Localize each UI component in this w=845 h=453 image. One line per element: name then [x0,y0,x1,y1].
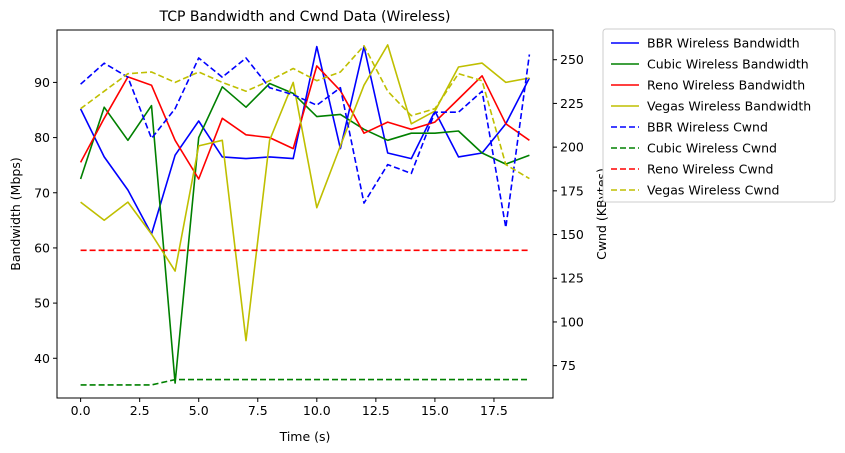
series-line-1 [79,82,530,384]
y-left-tick-label: 40 [34,351,50,366]
y-left-tick-label: 80 [34,130,50,145]
y-axis-right-ticks: 75 100 125 150 175 200 225 250 [553,52,584,373]
series-line-5 [80,378,530,386]
y-right-tick-label: 150 [560,227,584,242]
x-tick-label: 15.0 [421,403,449,418]
legend-label: Reno Wireless Bandwidth [647,78,805,93]
y-left-tick-label: 90 [34,75,50,90]
legend-label: Cubic Wireless Cwnd [647,141,777,156]
y-right-tick-label: 125 [560,271,584,286]
legend-label: Vegas Wireless Cwnd [647,183,779,198]
x-axis-ticks: 0.0 2.5 5.0 7.5 10.0 12.5 15.0 17.5 [71,398,508,418]
series-line-3 [80,44,530,342]
legend-label: BBR Wireless Cwnd [647,120,768,135]
series-line-4 [80,54,531,229]
x-axis-label: Time (s) [279,429,331,444]
x-tick-label: 17.5 [480,403,508,418]
y-axis-left-ticks: 40 50 60 70 80 90 [34,75,57,366]
x-tick-label: 0.0 [71,403,91,418]
x-tick-label: 5.0 [189,403,209,418]
x-tick-label: 10.0 [303,403,331,418]
legend-label: Reno Wireless Cwnd [647,162,773,177]
y-left-tick-label: 70 [34,185,50,200]
chart-title: TCP Bandwidth and Cwnd Data (Wireless) [159,9,451,25]
legend-label: Vegas Wireless Bandwidth [647,99,811,114]
y-right-tick-label: 75 [560,358,576,373]
legend-frame [602,28,836,203]
y-right-tick-label: 175 [560,183,584,198]
y-right-tick-label: 250 [560,52,584,67]
x-tick-label: 12.5 [362,403,390,418]
y-left-tick-label: 60 [34,240,50,255]
y-left-tick-label: 50 [34,296,50,311]
x-tick-label: 7.5 [248,403,268,418]
series-line-7 [80,44,530,180]
plot-frame [56,29,554,399]
y-axis-left-label: Bandwidth (Mbps) [8,157,23,270]
series-line-2 [79,65,530,180]
series-line-0 [79,45,531,235]
x-tick-label: 2.5 [130,403,150,418]
legend: BBR Wireless Bandwidth Cubic Wireless Ban… [602,28,836,203]
legend-label: BBR Wireless Bandwidth [647,36,800,51]
plot-lines [79,44,531,386]
y-right-tick-label: 225 [560,96,584,111]
legend-label: Cubic Wireless Bandwidth [647,57,809,72]
y-right-tick-label: 100 [560,314,584,329]
y-right-tick-label: 200 [560,140,584,155]
legend-items: BBR Wireless Bandwidth Cubic Wireless Ban… [611,36,811,198]
